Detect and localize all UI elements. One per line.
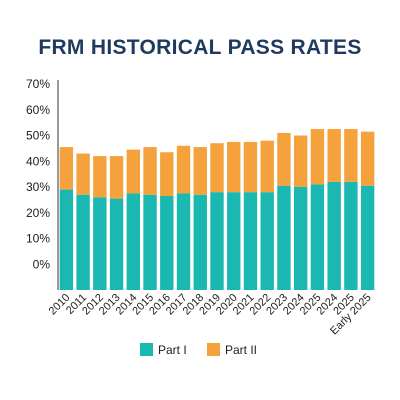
bar-part-ii	[193, 147, 207, 195]
bar-part-ii	[243, 141, 258, 193]
bar-part-i	[227, 192, 241, 290]
bar-part-ii	[360, 131, 375, 186]
bar-part-ii	[293, 135, 308, 187]
y-tick-label: 20%	[26, 206, 50, 220]
bar-part-i	[160, 196, 174, 290]
y-tick-label: 30%	[26, 180, 50, 194]
bar-part-i	[260, 192, 274, 290]
bar-part-ii	[93, 156, 107, 198]
bar-part-i	[327, 181, 341, 290]
bar-part-i	[243, 192, 258, 290]
bar-part-i	[93, 197, 107, 290]
bar-part-i	[109, 198, 124, 290]
legend-swatch	[140, 343, 153, 356]
legend-swatch	[207, 343, 220, 356]
bar-part-ii	[126, 149, 141, 194]
bar-part-i	[344, 181, 358, 290]
bar-part-i	[76, 194, 90, 290]
bar-part-ii	[227, 141, 241, 193]
bar-part-ii	[160, 152, 174, 197]
bar-part-ii	[310, 129, 325, 185]
y-axis: 0% 10% 20% 30% 40% 50% 60% 70%	[26, 77, 59, 290]
bar-part-i	[360, 185, 375, 290]
legend: Part I Part II	[140, 343, 257, 357]
bar-part-i	[310, 184, 325, 290]
legend-label: Part II	[225, 343, 257, 357]
y-tick-label: 70%	[26, 77, 50, 91]
bar-part-i	[193, 194, 207, 290]
x-axis: 2010201120122013201420152016201720182019…	[47, 292, 374, 338]
bar-part-ii	[59, 147, 74, 190]
bar-part-ii	[210, 143, 224, 193]
y-tick-label: 40%	[26, 154, 50, 168]
bar-part-i	[126, 193, 141, 290]
bar-part-i	[293, 187, 308, 290]
bar-part-i	[176, 193, 191, 290]
bar-part-ii	[344, 129, 358, 182]
bar-part-ii	[76, 153, 90, 195]
y-tick-label: 60%	[26, 103, 50, 117]
bar-part-i	[143, 194, 157, 290]
y-tick-label: 10%	[26, 232, 50, 246]
bar-part-i	[277, 185, 291, 290]
bar-part-ii	[176, 145, 191, 194]
bar-part-ii	[277, 132, 291, 186]
y-tick-label: 0%	[33, 257, 51, 271]
bar-part-ii	[109, 156, 124, 199]
legend-label: Part I	[158, 343, 187, 357]
bar-part-ii	[327, 129, 341, 182]
bar-part-ii	[260, 140, 274, 193]
bar-part-ii	[143, 147, 157, 195]
bar-part-i	[59, 189, 74, 290]
bar-part-i	[210, 192, 224, 290]
bars	[59, 129, 375, 290]
chart-title: FRM HISTORICAL PASS RATES	[38, 36, 362, 59]
y-tick-label: 50%	[26, 129, 50, 143]
